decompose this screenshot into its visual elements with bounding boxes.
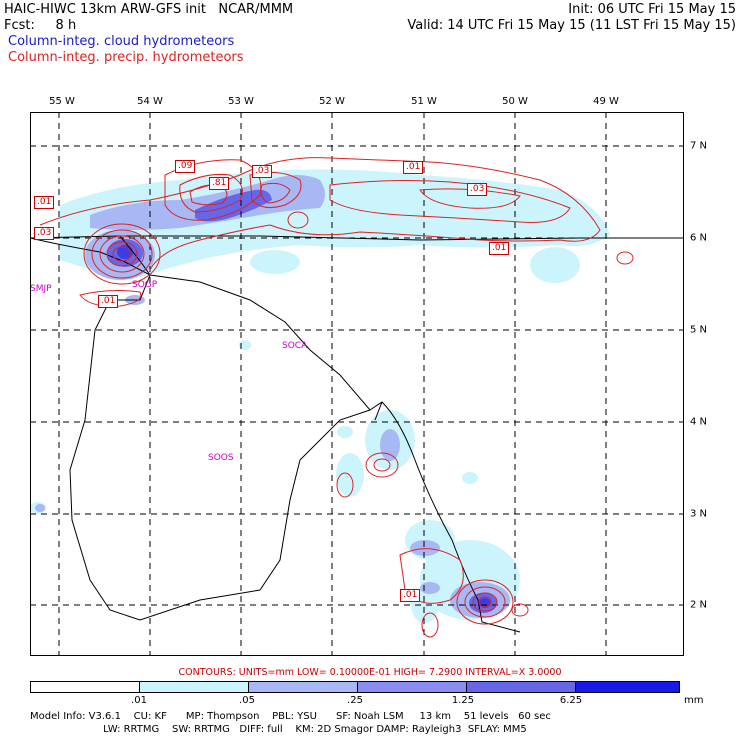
lon-label: 52 W (319, 96, 345, 107)
model-info-line2: LW: RRTMG SW: RRTMG DIFF: full KM: 2D Sm… (30, 724, 527, 735)
legend-segment (249, 682, 358, 692)
model-info-line1: Model Info: V3.6.1 CU: KF MP: Thompson P… (30, 711, 551, 722)
forecast-hour: Fcst: 8 h (4, 18, 77, 33)
field-precip-label: Column-integ. precip. hydrometeors (8, 50, 244, 65)
station-label: SOCA (282, 341, 308, 351)
lat-label: 3 N (690, 508, 708, 520)
legend-units: mm (684, 695, 704, 706)
station-label: SMJP (30, 284, 52, 294)
legend-segment (31, 682, 140, 692)
lon-label: 53 W (228, 96, 254, 107)
contour-label: .03 (252, 165, 273, 178)
legend-segment (358, 682, 467, 692)
lat-label: 6 N (690, 232, 708, 244)
lon-label: 49 W (593, 96, 619, 107)
legend-label: .01 (131, 695, 147, 706)
map-content (30, 112, 684, 656)
init-time: Init: 06 UTC Fri 15 May 15 (568, 2, 736, 17)
lon-label: 54 W (137, 96, 163, 107)
map-frame (30, 112, 684, 656)
legend-colorbar (30, 681, 680, 693)
contour-label: .81 (209, 177, 230, 190)
contour-label: .01 (489, 242, 510, 255)
lon-label: 50 W (502, 96, 528, 107)
lon-label: 51 W (411, 96, 437, 107)
legend-label: .05 (239, 695, 255, 706)
legend-segment (140, 682, 249, 692)
legend-label: 6.25 (559, 695, 583, 706)
contour-label: .03 (34, 227, 55, 240)
graticule (30, 112, 684, 656)
model-title: HAIC-HIWC 13km ARW-GFS init NCAR/MMM (4, 2, 294, 17)
contour-label: .03 (467, 183, 488, 196)
station-label: SOOS (208, 453, 234, 463)
legend-label: .25 (347, 695, 363, 706)
contour-label: .01 (98, 295, 119, 308)
lat-label: 2 N (690, 599, 708, 611)
legend-segment (576, 682, 679, 692)
precip-contours (39, 157, 634, 638)
legend-label: 1.25 (451, 695, 475, 706)
lat-label: 4 N (690, 416, 708, 428)
contour-label: .09 (175, 160, 196, 173)
contour-label: .01 (34, 196, 55, 209)
lon-label: 55 W (49, 96, 75, 107)
legend-segment (467, 682, 576, 692)
contour-label: .01 (400, 589, 421, 602)
contours-info: CONTOURS: UNITS=mm LOW= 0.10000E-01 HIGH… (178, 667, 562, 678)
lat-label: 5 N (690, 324, 708, 336)
field-cloud-label: Column-integ. cloud hydrometeors (8, 34, 235, 49)
contour-label: .01 (403, 161, 424, 174)
lat-label: 7 N (690, 140, 708, 152)
station-label: SOGP (132, 280, 158, 290)
valid-time: Valid: 14 UTC Fri 15 May 15 (11 LST Fri … (407, 18, 736, 33)
